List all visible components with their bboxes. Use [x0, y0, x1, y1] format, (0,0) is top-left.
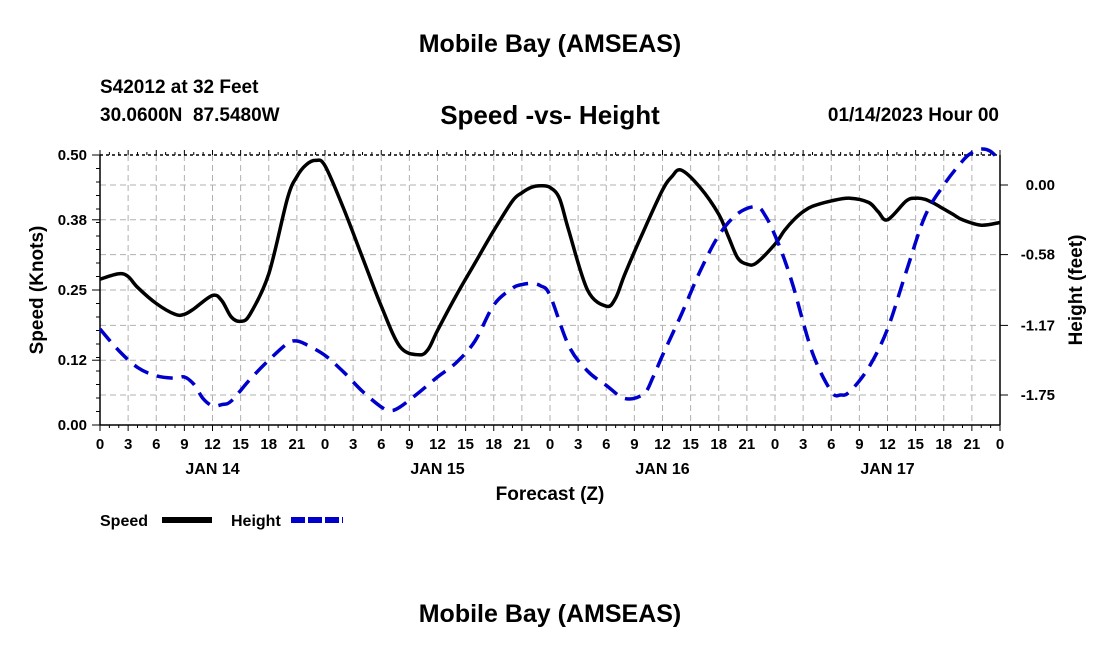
x-tick-label: 0 — [96, 436, 104, 453]
x-tick-label: 3 — [574, 436, 582, 453]
x-tick-label: 6 — [377, 436, 385, 453]
y-tick-label: 0.00 — [58, 417, 87, 434]
x-tick-label: 0 — [771, 436, 779, 453]
day-label: JAN 16 — [635, 461, 689, 478]
x-axis-title: Forecast (Z) — [496, 484, 605, 505]
forecast-time-label: 01/14/2023 Hour 00 — [827, 105, 999, 126]
x-tick-label: 3 — [124, 436, 132, 453]
x-tick-label: 21 — [964, 436, 981, 453]
x-tick-label: 15 — [232, 436, 249, 453]
x-tick-label: 9 — [180, 436, 188, 453]
coordinates-label: 30.0600N 87.5480W — [100, 105, 280, 126]
x-tick-label: 12 — [879, 436, 896, 453]
y2-tick-label: -0.58 — [1021, 247, 1055, 264]
x-tick-label: 21 — [739, 436, 756, 453]
x-tick-label: 15 — [907, 436, 924, 453]
y-tick-label: 0.38 — [58, 212, 87, 229]
y-tick-label: 0.50 — [58, 147, 87, 164]
series-line-height — [98, 147, 1002, 413]
x-tick-label: 15 — [682, 436, 699, 453]
y2-tick-label: -1.17 — [1021, 317, 1055, 334]
x-tick-label: 6 — [152, 436, 160, 453]
series-line-speed — [99, 158, 1001, 357]
x-tick-label: 0 — [546, 436, 554, 453]
y-tick-label: 0.25 — [58, 282, 87, 299]
day-label: JAN 15 — [410, 461, 464, 478]
x-tick-label: 3 — [799, 436, 807, 453]
y-tick-label: 0.12 — [58, 352, 87, 369]
legend-label-speed: Speed — [100, 513, 148, 530]
x-tick-label: 18 — [260, 436, 277, 453]
main-title: Mobile Bay (AMSEAS) — [418, 30, 682, 58]
x-tick-label: 6 — [827, 436, 835, 453]
day-label: JAN 17 — [860, 461, 914, 478]
x-tick-label: 21 — [289, 436, 306, 453]
y2-axis-title: Height (feet) — [1066, 235, 1087, 346]
x-tick-label: 9 — [855, 436, 863, 453]
x-tick-label: 12 — [654, 436, 671, 453]
footer-title: Mobile Bay (AMSEAS) — [418, 600, 682, 628]
y2-tick-label: -1.75 — [1021, 387, 1055, 404]
x-tick-label: 18 — [935, 436, 952, 453]
x-tick-label: 3 — [349, 436, 357, 453]
x-tick-label: 15 — [457, 436, 474, 453]
station-label: S42012 at 32 Feet — [100, 77, 259, 98]
x-tick-label: 18 — [485, 436, 502, 453]
x-tick-label: 9 — [405, 436, 413, 453]
x-tick-label: 18 — [710, 436, 727, 453]
day-label: JAN 14 — [185, 461, 239, 478]
x-tick-label: 21 — [514, 436, 531, 453]
x-tick-label: 0 — [321, 436, 329, 453]
legend-label-height: Height — [231, 513, 281, 530]
x-tick-label: 12 — [429, 436, 446, 453]
x-tick-label: 6 — [602, 436, 610, 453]
x-tick-label: 0 — [996, 436, 1004, 453]
y2-tick-label: 0.00 — [1026, 177, 1055, 194]
chart-title: Speed -vs- Height — [440, 100, 660, 130]
y-axis-title: Speed (Knots) — [27, 226, 48, 355]
x-tick-label: 9 — [630, 436, 638, 453]
x-tick-label: 12 — [204, 436, 221, 453]
